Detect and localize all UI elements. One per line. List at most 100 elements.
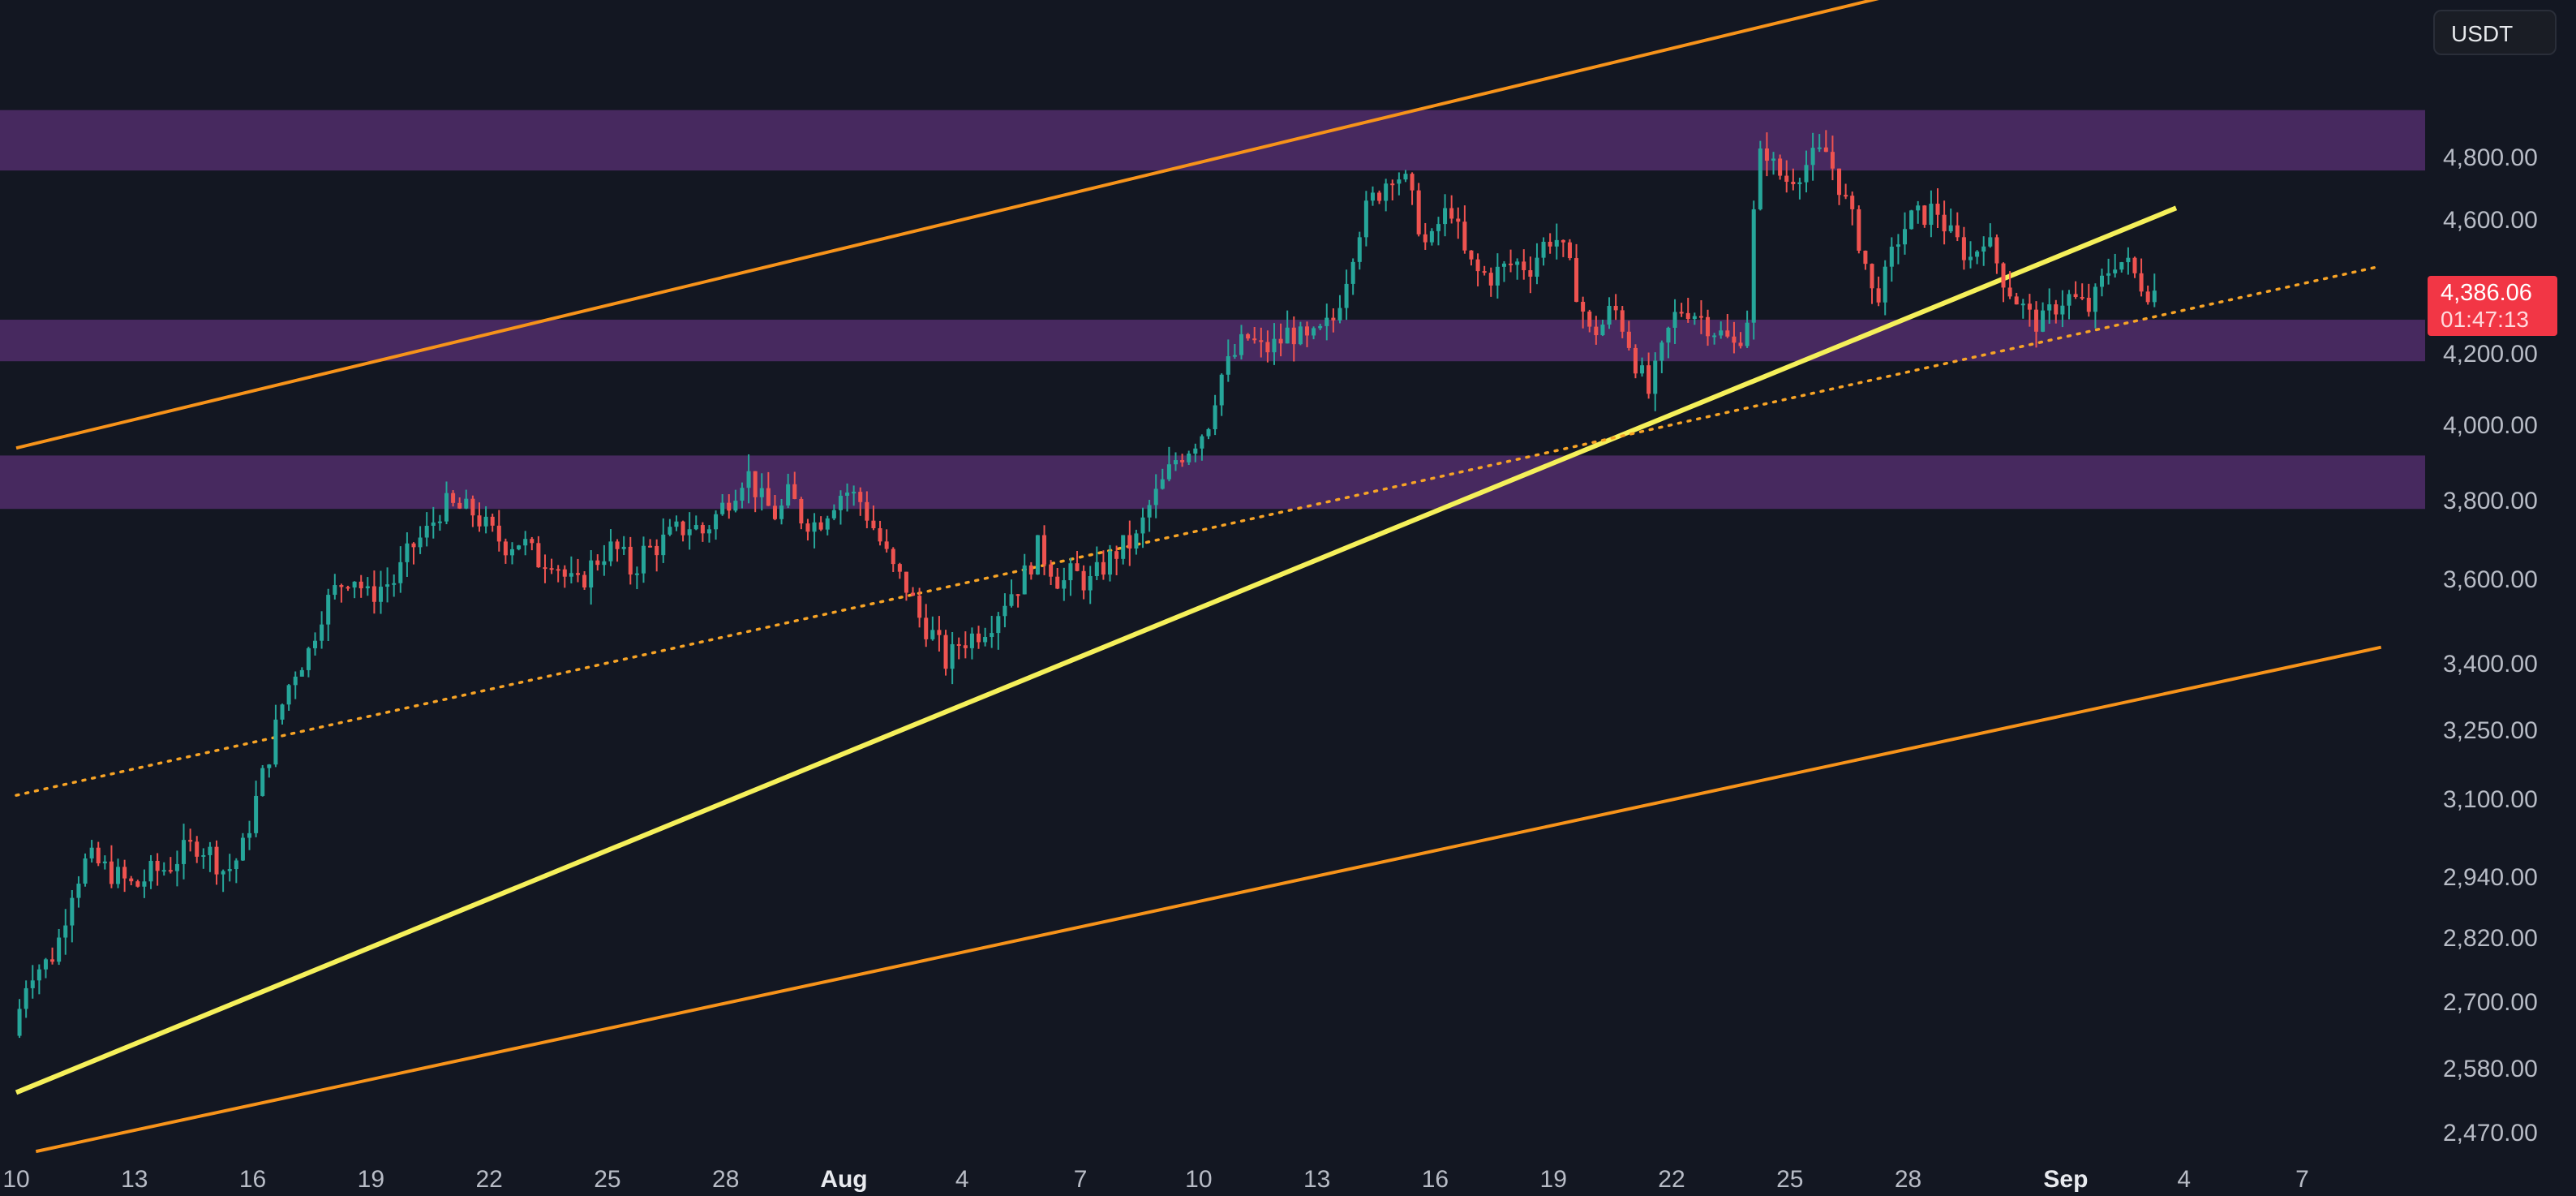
candle-body — [871, 520, 876, 529]
candle-body — [1153, 488, 1158, 506]
candle-body — [549, 568, 554, 570]
candle-body — [983, 637, 988, 643]
candle-body — [1390, 183, 1395, 186]
candle-body — [188, 840, 193, 842]
candle-body — [83, 858, 88, 884]
quote-currency-button[interactable]: USDT — [2433, 10, 2557, 55]
candle-body — [358, 581, 363, 589]
candle-body — [1981, 246, 1986, 252]
candle-body — [2073, 294, 2078, 298]
time-tick-label: 19 — [357, 1166, 385, 1193]
candle-body — [693, 525, 698, 530]
candle-body — [116, 867, 121, 884]
time-tick-label: 13 — [1303, 1166, 1331, 1193]
last-price-tag: 4,386.06 01:47:13 — [2428, 276, 2557, 336]
candle-body — [562, 569, 567, 577]
candle-body — [1042, 535, 1047, 565]
time-tick-label: 10 — [1185, 1166, 1213, 1193]
candle-body — [1028, 565, 1033, 575]
candle-body — [1620, 310, 1625, 332]
candle-body — [1554, 239, 1559, 247]
candle-body — [517, 545, 522, 549]
candle-body — [1002, 605, 1007, 617]
candle-body — [1653, 360, 1658, 394]
candle-body — [280, 704, 285, 720]
candle-body — [1456, 218, 1461, 222]
candle-body — [1285, 327, 1290, 344]
candle-body — [208, 846, 213, 855]
candle-body — [1850, 196, 1855, 209]
candle-body — [2007, 287, 2012, 297]
candle-body — [1147, 505, 1152, 518]
candle-body — [398, 561, 403, 583]
candle-body — [1745, 322, 1750, 346]
drawn-lines — [15, 0, 2383, 1154]
candle-body — [1384, 183, 1389, 201]
candle-body — [2080, 297, 2084, 299]
candle-body — [457, 502, 462, 509]
candle-body — [792, 484, 797, 499]
candle-body — [674, 521, 679, 527]
candle-body — [1410, 174, 1415, 191]
candle-body — [1304, 326, 1309, 336]
candle-body — [411, 543, 416, 548]
candle-body — [1009, 594, 1014, 606]
candle-body — [1501, 263, 1506, 267]
candle-body — [234, 860, 238, 870]
candle-body — [1994, 237, 1999, 264]
candle-body — [1692, 316, 1697, 320]
candle-body — [96, 847, 101, 864]
candle-body — [1173, 460, 1179, 465]
candle-body — [1876, 288, 1881, 303]
candle-body — [451, 493, 456, 503]
candle-body — [1278, 338, 1283, 344]
candle-body — [608, 541, 613, 561]
candle-body — [661, 534, 666, 556]
candle-body — [490, 516, 495, 526]
candle-body — [1574, 258, 1579, 302]
candle-body — [1719, 330, 1724, 336]
candle-body — [615, 541, 620, 549]
candle-body — [1706, 316, 1711, 337]
candle-body — [168, 870, 173, 872]
candle-body — [1942, 214, 1947, 232]
candle-body — [1613, 305, 1618, 311]
candle-body — [1791, 182, 1796, 184]
candle-body — [365, 586, 370, 589]
candle-body — [2067, 294, 2072, 306]
candle-body — [1219, 374, 1224, 406]
time-tick-label: 28 — [712, 1166, 740, 1193]
candle-body — [911, 592, 916, 596]
candle-body — [799, 498, 804, 524]
candle-body — [1015, 594, 1020, 596]
candle-body — [1594, 326, 1599, 336]
time-tick-label: 25 — [594, 1166, 621, 1193]
candle-body — [1350, 261, 1355, 284]
candle-body — [2119, 262, 2124, 270]
bar-countdown: 01:47:13 — [2441, 307, 2529, 332]
candle-body — [897, 564, 902, 572]
candle-body — [1633, 347, 1638, 374]
candle-body — [50, 959, 55, 962]
candle-body — [2106, 273, 2111, 276]
candle-body — [917, 596, 922, 618]
candle-body — [1968, 256, 1973, 260]
candle-body — [1298, 326, 1303, 345]
candle-body — [779, 505, 784, 519]
candle-body — [1488, 273, 1493, 286]
candle-body — [437, 521, 442, 523]
time-tick-label: 28 — [1894, 1166, 1922, 1193]
candle-body — [977, 633, 981, 643]
candle-body — [1187, 454, 1191, 462]
candle-body — [2001, 263, 2006, 288]
candle-body — [569, 573, 573, 577]
candle-body — [1206, 428, 1211, 437]
time-tick-label: 7 — [2295, 1166, 2309, 1193]
candle-body — [385, 584, 390, 587]
candle-body — [582, 574, 587, 588]
candle-body — [543, 567, 547, 570]
candle-body — [286, 685, 291, 705]
channel-upper-line — [15, 0, 1879, 450]
candle-body — [1429, 230, 1434, 243]
